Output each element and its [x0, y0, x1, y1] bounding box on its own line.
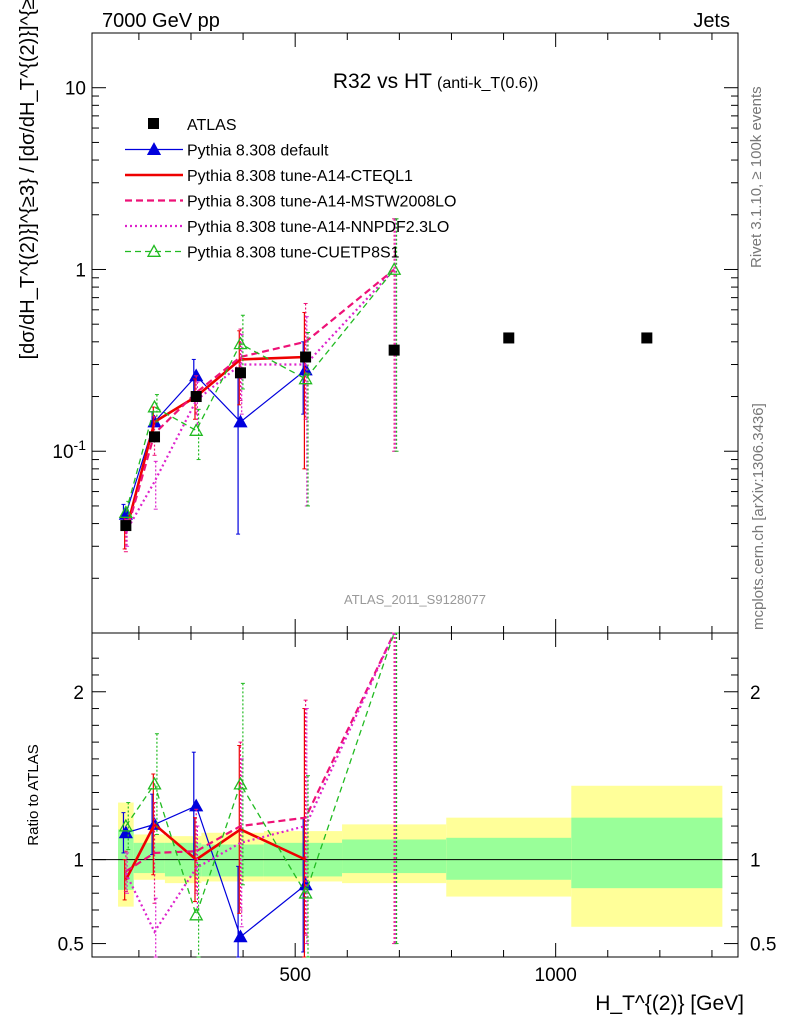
series-line	[124, 355, 306, 533]
ratio-band-inner	[342, 839, 447, 874]
legend-label: Pythia 8.308 tune-A14-CTEQL1	[187, 168, 413, 185]
series-marker	[233, 336, 248, 350]
y-tick-label: 10-1	[52, 437, 86, 463]
legend-label: Pythia 8.308 default	[187, 143, 329, 160]
ratio-band-inner	[133, 842, 165, 874]
atlas-data-point	[234, 367, 246, 379]
series-marker	[233, 414, 248, 428]
atlas-data-point	[641, 332, 653, 344]
header-right: Jets	[693, 10, 730, 32]
ratio-series-marker	[189, 907, 204, 921]
legend-marker-atlas	[148, 118, 159, 129]
legend-label: ATLAS	[187, 117, 237, 134]
y-tick-label: 10	[65, 79, 86, 100]
ratio-bands	[118, 785, 723, 927]
header-left: 7000 GeV pp	[102, 10, 220, 32]
axes: 500 1000 10-1 1 10 0.5 0.5 1 1 2 2	[52, 32, 776, 986]
ratio-series-line	[124, 822, 307, 881]
ratio-band-inner	[571, 817, 723, 889]
series-marker	[118, 505, 133, 518]
mcplots-label: mcplots.cern.ch [arXiv:1306.3436]	[750, 403, 767, 630]
ratio-tick-label: 0.5	[58, 935, 84, 956]
data-points	[118, 218, 653, 958]
series-line	[125, 269, 395, 513]
atlas-data-point	[503, 332, 515, 344]
series-marker	[189, 423, 204, 436]
ratio-series-marker	[147, 776, 162, 790]
ratio-series-line	[125, 632, 395, 918]
legend-label: Pythia 8.308 tune-A14-MSTW2008LO	[187, 194, 456, 211]
series-marker	[387, 262, 402, 275]
ratio-tick-label: 1	[73, 851, 84, 872]
legend-label: Pythia 8.308 tune-A14-NNPDF2.3LO	[187, 219, 449, 236]
chart-title: R32 vs HT	[333, 70, 432, 93]
rivet-label: Rivet 3.1.10, ≥ 100k events	[748, 86, 765, 268]
series-marker	[147, 399, 162, 413]
series-marker	[298, 371, 313, 385]
ratio-y-axis-label: Ratio to ATLAS	[25, 744, 42, 845]
ratio-series-marker	[298, 885, 313, 899]
y-tick-label: 1	[75, 260, 86, 281]
ratio-panel-frame	[91, 632, 739, 958]
series-line	[124, 268, 395, 535]
ratio-tick-label-right: 1	[750, 851, 761, 872]
ratio-tick-label-right: 0.5	[750, 935, 776, 956]
ratio-tick-label: 2	[73, 683, 84, 704]
legend-marker	[146, 142, 162, 155]
atlas-data-point	[190, 391, 202, 403]
atlas-data-point	[149, 431, 161, 443]
atlas-data-point	[388, 344, 400, 356]
atlas-data-point	[120, 520, 132, 532]
chart-title-sub: (anti-k_T(0.6))	[437, 75, 538, 92]
legend-marker	[146, 244, 162, 257]
x-tick-label: 1000	[535, 965, 577, 986]
x-tick-label: 500	[279, 965, 311, 986]
analysis-watermark: ATLAS_2011_S9128077	[344, 592, 486, 607]
ratio-band-inner	[446, 837, 572, 880]
ratio-series-line	[125, 632, 396, 873]
x-axis-label: H_T^{(2)} [GeV]	[595, 992, 744, 1015]
atlas-data-point	[300, 351, 312, 363]
ratio-series-marker	[233, 776, 248, 790]
ratio-series-line	[124, 632, 396, 935]
ratio-series-marker	[233, 929, 248, 943]
series-line	[124, 268, 395, 533]
ratio-tick-label-right: 2	[750, 683, 761, 704]
legend: ATLAS Pythia 8.308 default Pythia 8.308 tu…	[125, 117, 456, 262]
ratio-series-marker	[118, 818, 133, 832]
legend-label: Pythia 8.308 tune-CUETP8S1	[187, 245, 400, 262]
y-axis-label: [dσ/dH_T^{(2)}]^{≥3} / [dσ/dH_T^{(2)}]^{…	[17, 0, 39, 359]
